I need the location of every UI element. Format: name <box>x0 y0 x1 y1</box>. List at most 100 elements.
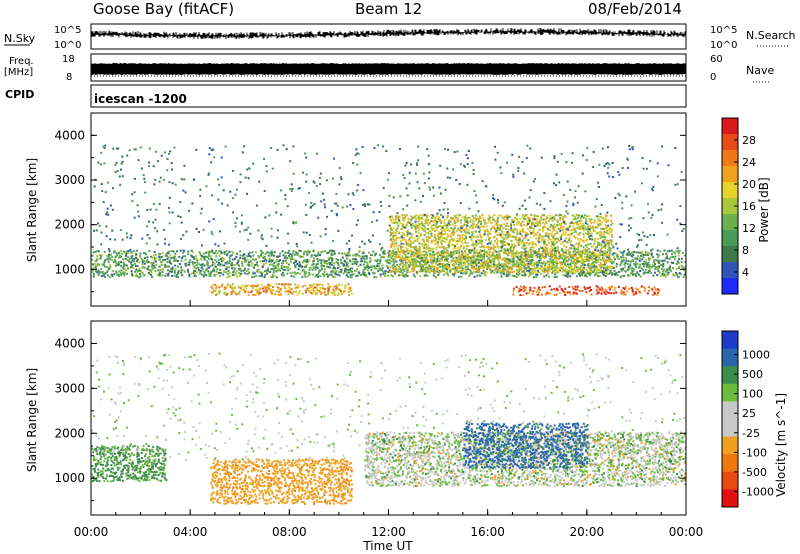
heatmap-cell <box>506 231 509 233</box>
heatmap-cell <box>539 245 542 248</box>
heatmap-cell <box>498 266 501 269</box>
heatmap-cell <box>432 228 435 231</box>
heatmap-cell <box>511 245 513 248</box>
heatmap-cell <box>535 202 538 205</box>
heatmap-cell <box>610 233 613 236</box>
heatmap-cell <box>180 266 183 269</box>
heatmap-cell <box>496 228 499 231</box>
heatmap-cell <box>315 185 318 188</box>
heatmap-cell <box>542 261 545 264</box>
heatmap-cell <box>133 250 136 253</box>
heatmap-cell <box>222 259 225 262</box>
heatmap-cell <box>412 273 415 276</box>
heatmap-cell <box>496 271 499 274</box>
heatmap-cell <box>310 254 313 257</box>
heatmap-cell <box>433 268 435 271</box>
heatmap-cell <box>520 267 523 270</box>
heatmap-cell <box>246 192 248 195</box>
heatmap-cell <box>547 239 550 242</box>
heatmap-cell <box>290 190 293 193</box>
heatmap-cell <box>403 234 406 236</box>
heatmap-cell <box>403 252 405 255</box>
heatmap-cell <box>482 263 485 266</box>
heatmap-cell <box>516 218 518 221</box>
heatmap-cell <box>512 228 515 231</box>
heatmap-cell <box>523 217 526 220</box>
heatmap-cell <box>524 244 527 247</box>
heatmap-cell <box>138 261 141 264</box>
heatmap-cell <box>318 271 320 274</box>
heatmap-cell <box>325 260 328 263</box>
heatmap-cell <box>673 274 675 277</box>
heatmap-cell <box>610 292 613 295</box>
heatmap-cell <box>548 217 551 220</box>
heatmap-cell <box>275 283 278 286</box>
heatmap-cell <box>445 259 448 262</box>
heatmap-cell <box>527 252 530 255</box>
heatmap-cell <box>522 228 525 231</box>
heatmap-cell <box>537 224 539 227</box>
heatmap-cell <box>367 269 369 272</box>
heatmap-cell <box>317 251 320 253</box>
heatmap-cell <box>456 246 459 249</box>
heatmap-cell <box>500 240 503 243</box>
heatmap-cell <box>456 237 459 240</box>
heatmap-cell <box>361 240 364 243</box>
heatmap-cell <box>417 224 420 227</box>
heatmap-cell <box>496 217 499 220</box>
heatmap-cell <box>597 225 600 228</box>
heatmap-cell <box>612 256 615 259</box>
heatmap-cell <box>656 162 659 165</box>
heatmap-cell <box>569 233 572 236</box>
heatmap-cell <box>160 261 163 264</box>
heatmap-cell <box>530 250 533 253</box>
heatmap-cell <box>164 274 167 277</box>
heatmap-cell <box>106 274 109 277</box>
heatmap-cell <box>171 211 174 214</box>
heatmap-cell <box>512 223 515 226</box>
heatmap-cell <box>231 283 234 286</box>
heatmap-cell <box>415 227 417 230</box>
heatmap-cell <box>164 263 167 266</box>
heatmap-cell <box>562 261 565 264</box>
heatmap-cell <box>327 251 330 254</box>
heatmap-cell <box>274 293 277 296</box>
heatmap-cell <box>569 225 572 228</box>
heatmap-cell <box>463 223 466 226</box>
heatmap-cell <box>125 253 128 256</box>
heatmap-cell <box>528 255 530 257</box>
heatmap-cell <box>566 212 569 215</box>
heatmap-cell <box>460 255 463 258</box>
heatmap-cell <box>508 232 511 235</box>
heatmap-cell <box>313 286 316 289</box>
heatmap-cell <box>647 289 650 292</box>
heatmap-cell <box>646 251 649 254</box>
heatmap-cell <box>576 262 579 265</box>
heatmap-cell <box>135 260 138 263</box>
heatmap-cell <box>536 223 539 226</box>
heatmap-cell <box>412 268 415 271</box>
heatmap-cell <box>612 252 615 255</box>
heatmap-cell <box>220 156 223 159</box>
heatmap-cell <box>497 261 500 264</box>
heatmap-cell <box>511 153 514 156</box>
heatmap-cell <box>319 293 322 296</box>
heatmap-cell <box>495 255 498 258</box>
heatmap-cell <box>544 249 547 252</box>
heatmap-cell <box>284 269 287 271</box>
heatmap-cell <box>653 292 656 295</box>
heatmap-cell <box>325 179 328 182</box>
heatmap-cell <box>602 272 605 275</box>
heatmap-cell <box>461 239 463 242</box>
heatmap-cell <box>116 170 119 173</box>
heatmap-cell <box>204 255 207 258</box>
heatmap-cell <box>471 234 474 237</box>
heatmap-cell <box>406 223 409 226</box>
heatmap-cell <box>479 259 482 262</box>
heatmap-cell <box>570 240 573 243</box>
heatmap-cell <box>498 263 501 266</box>
heatmap-cell <box>275 270 278 273</box>
heatmap-cell <box>159 176 162 179</box>
heatmap-cell <box>153 183 156 186</box>
heatmap-cell <box>549 258 552 261</box>
